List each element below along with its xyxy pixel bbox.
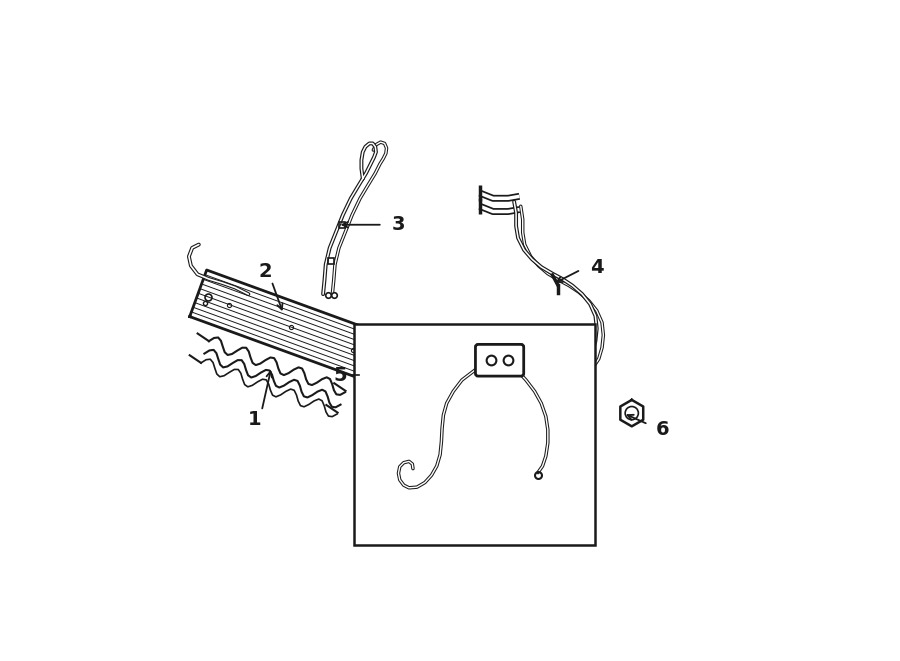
Text: 1: 1 [248,410,262,429]
Text: 5: 5 [334,366,347,385]
Text: 3: 3 [392,215,405,234]
Text: 6: 6 [656,420,670,439]
Text: 2: 2 [258,262,272,280]
Bar [355,324,596,545]
Text: 4: 4 [590,258,604,276]
FancyBboxPatch shape [475,344,524,376]
